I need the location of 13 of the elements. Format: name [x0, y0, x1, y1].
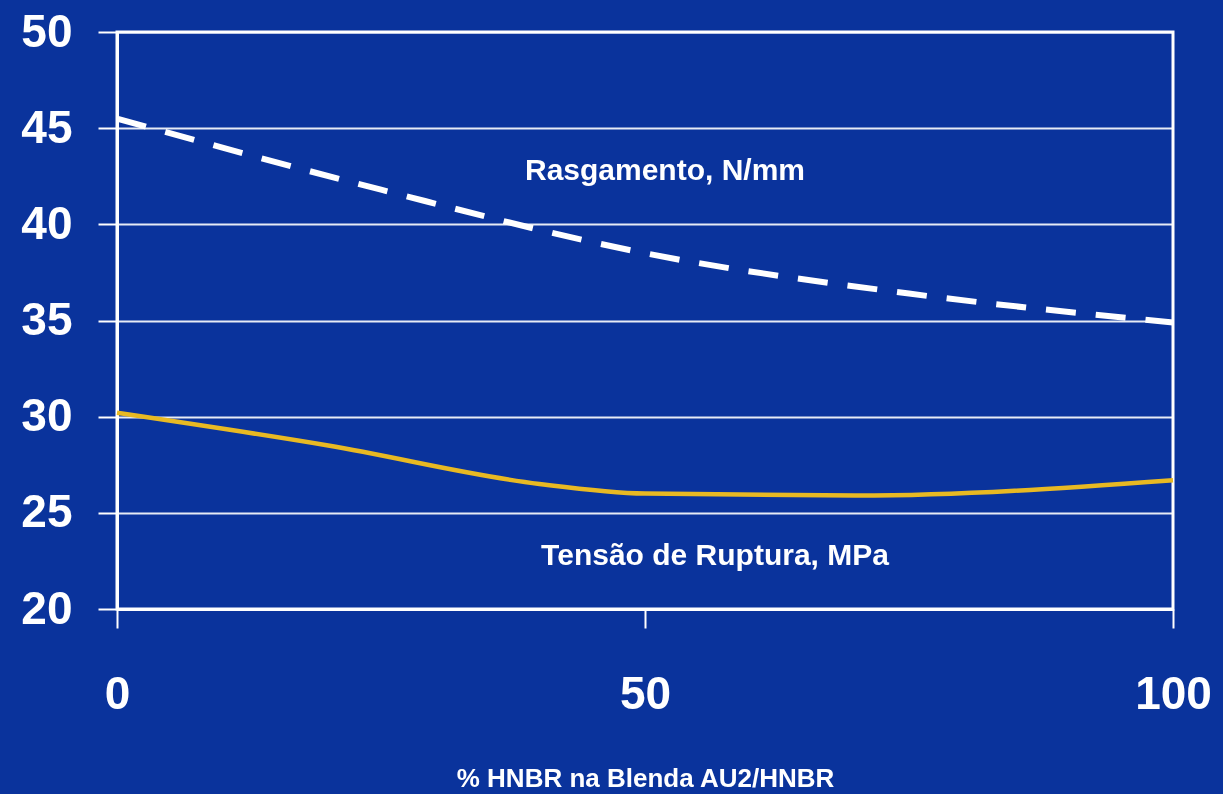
y-tick-label: 50: [21, 4, 73, 57]
series-label: Rasgamento, N/mm: [524, 153, 806, 187]
y-tick-label: 30: [21, 389, 73, 442]
y-tick-label: 45: [21, 100, 73, 153]
x-axis-title: % HNBR na Blenda AU2/HNBR: [456, 762, 835, 793]
y-tick-label: 25: [21, 485, 73, 538]
series-label: Tensão de Ruptura, MPa: [541, 537, 890, 571]
y-tick-label: 35: [21, 293, 73, 345]
x-tick-label: 100: [1135, 666, 1212, 719]
x-tick-label: 0: [104, 666, 131, 719]
y-tick-label: 20: [21, 581, 73, 634]
x-tick-label: 50: [619, 666, 672, 719]
y-tick-label: 40: [21, 196, 73, 249]
